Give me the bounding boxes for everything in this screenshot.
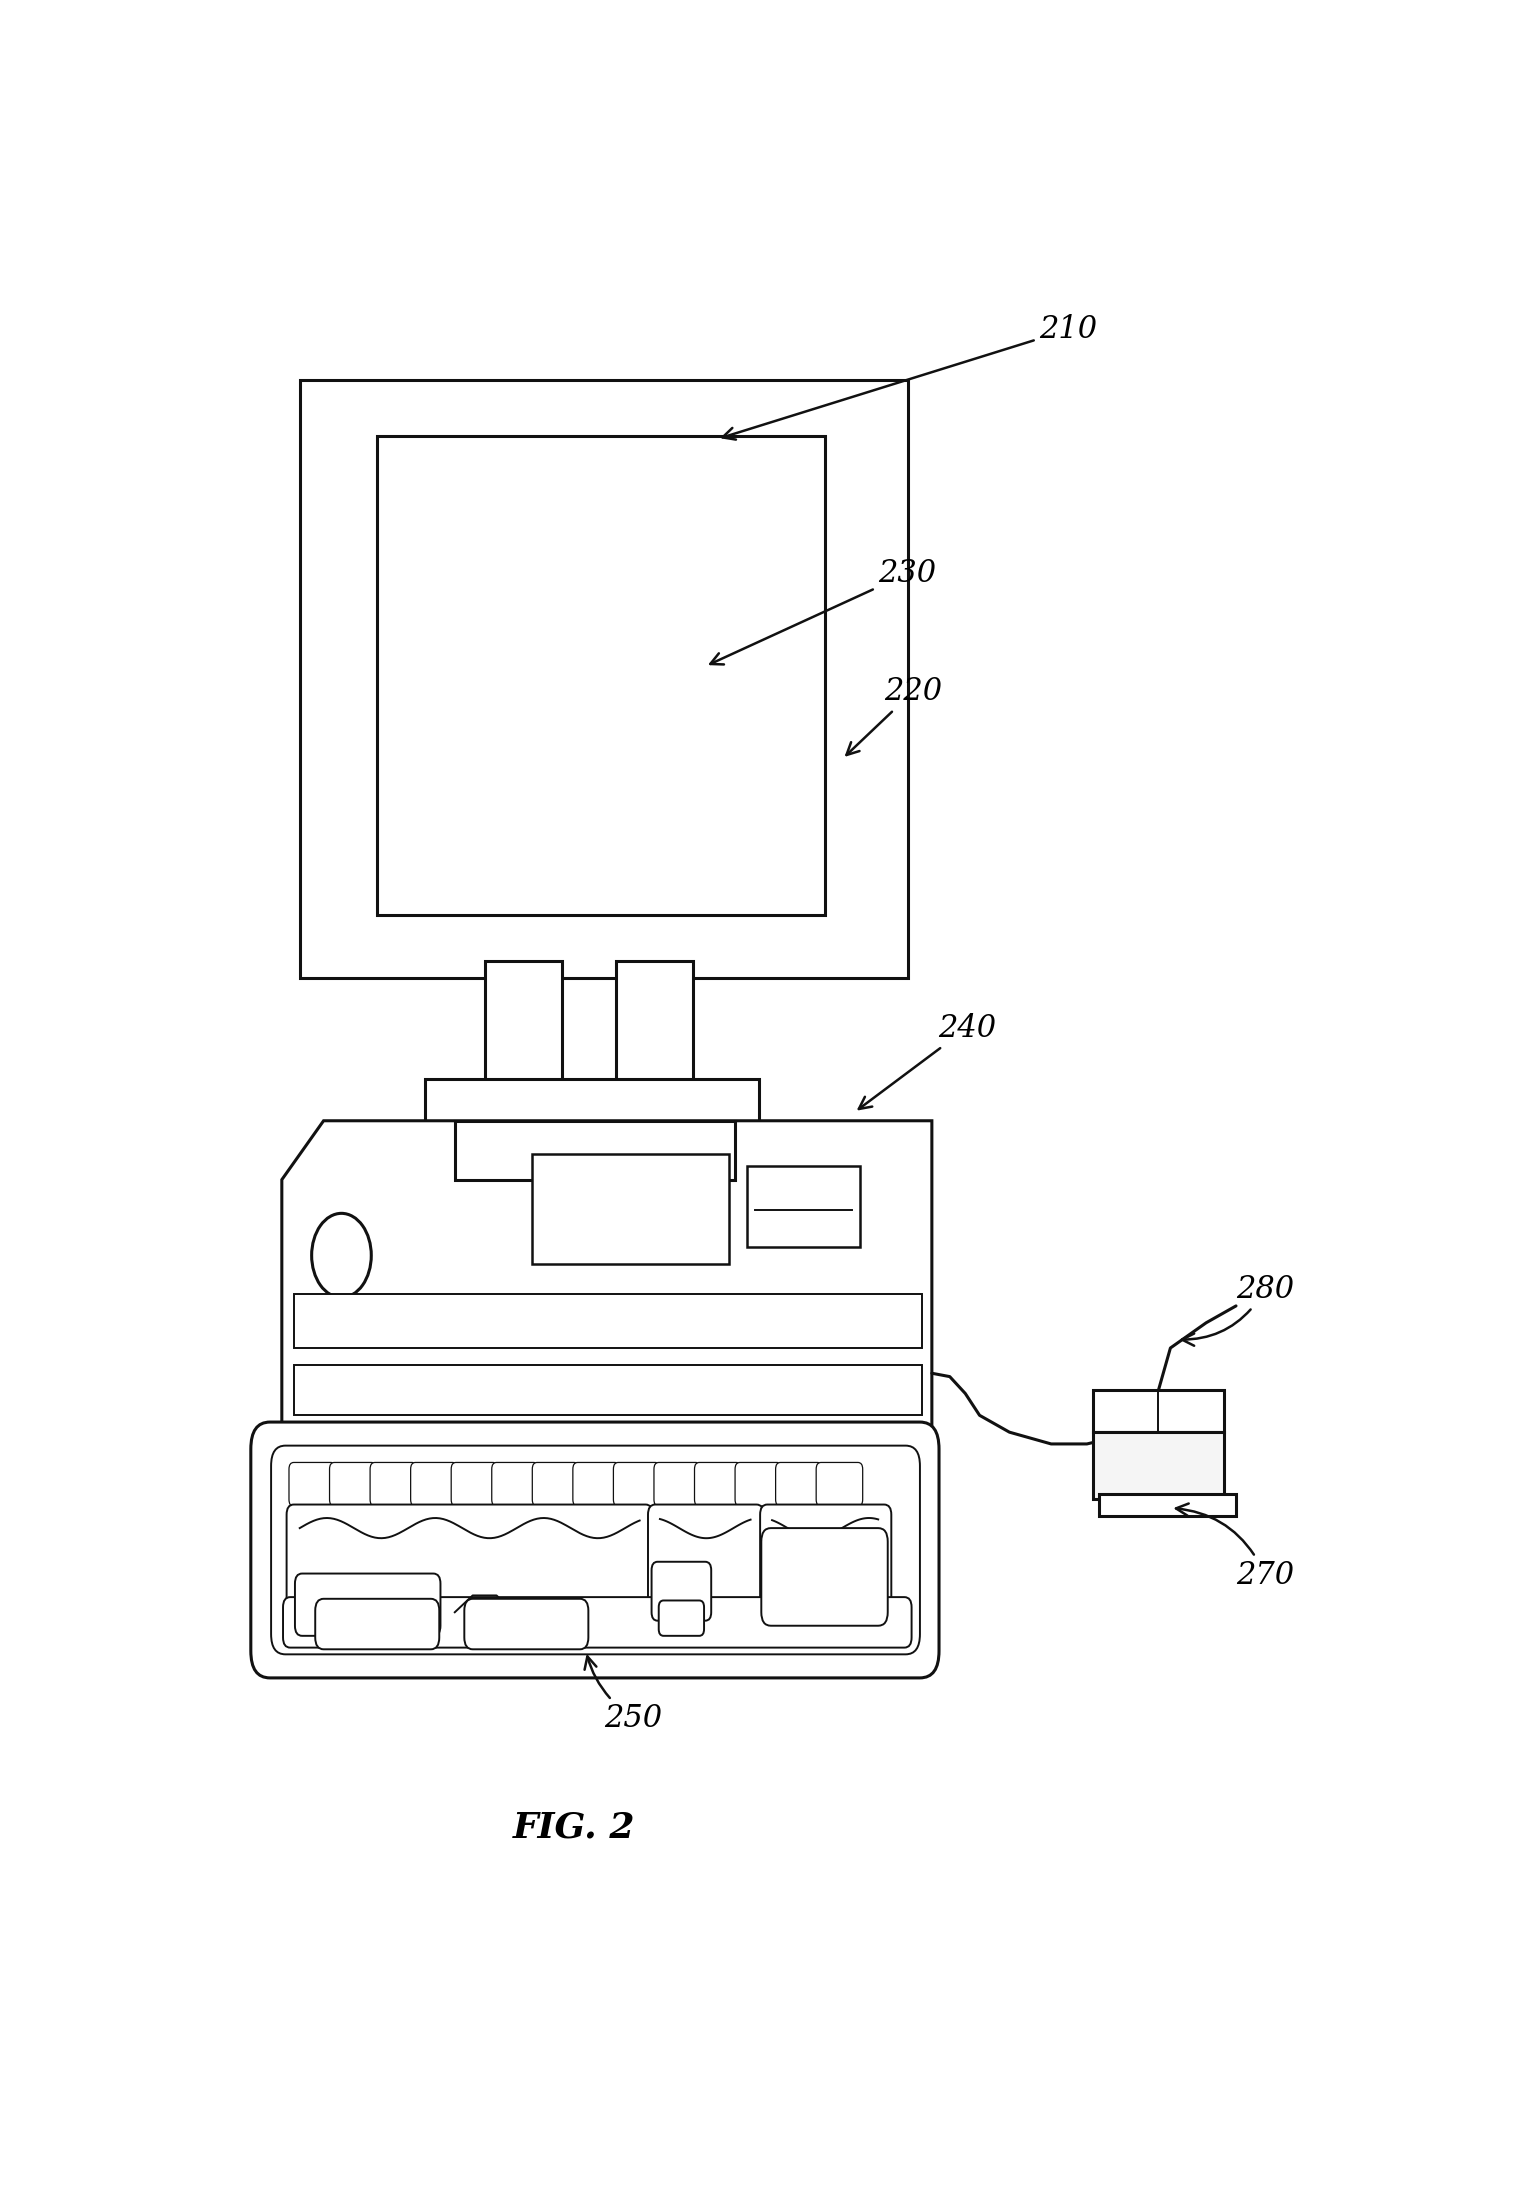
FancyBboxPatch shape — [651, 1561, 711, 1620]
Bar — [377, 435, 825, 916]
Bar — [532, 1154, 729, 1264]
Bar — [456, 1121, 736, 1180]
Bar — [485, 962, 562, 1086]
Bar — [300, 380, 908, 977]
FancyBboxPatch shape — [648, 1504, 763, 1622]
Text: FIG. 2: FIG. 2 — [512, 1810, 636, 1845]
FancyBboxPatch shape — [736, 1462, 782, 1506]
Polygon shape — [1093, 1390, 1224, 1432]
FancyBboxPatch shape — [654, 1462, 700, 1506]
Bar — [616, 962, 693, 1086]
FancyBboxPatch shape — [816, 1462, 863, 1506]
FancyBboxPatch shape — [289, 1462, 336, 1506]
FancyBboxPatch shape — [760, 1504, 891, 1622]
Polygon shape — [1093, 1432, 1224, 1500]
Text: 250: 250 — [585, 1657, 663, 1733]
FancyBboxPatch shape — [283, 1598, 911, 1648]
FancyBboxPatch shape — [451, 1462, 497, 1506]
Text: 230: 230 — [711, 557, 936, 665]
FancyBboxPatch shape — [271, 1445, 920, 1655]
FancyBboxPatch shape — [694, 1462, 742, 1506]
Bar — [425, 1078, 759, 1130]
FancyBboxPatch shape — [465, 1598, 588, 1648]
FancyBboxPatch shape — [315, 1598, 439, 1648]
FancyBboxPatch shape — [776, 1462, 822, 1506]
Bar — [746, 1165, 860, 1246]
FancyBboxPatch shape — [532, 1462, 579, 1506]
FancyBboxPatch shape — [251, 1423, 939, 1679]
Bar — [294, 1364, 922, 1414]
FancyBboxPatch shape — [614, 1462, 660, 1506]
FancyBboxPatch shape — [411, 1462, 457, 1506]
FancyBboxPatch shape — [286, 1504, 653, 1622]
Text: 210: 210 — [722, 315, 1097, 439]
FancyBboxPatch shape — [659, 1600, 703, 1635]
FancyBboxPatch shape — [492, 1462, 539, 1506]
FancyBboxPatch shape — [295, 1574, 440, 1635]
Text: 220: 220 — [846, 675, 942, 754]
Polygon shape — [282, 1121, 933, 1432]
Circle shape — [311, 1213, 371, 1298]
Polygon shape — [1099, 1495, 1236, 1517]
Text: 270: 270 — [1176, 1504, 1294, 1591]
FancyBboxPatch shape — [762, 1528, 888, 1626]
FancyBboxPatch shape — [573, 1462, 619, 1506]
Bar — [294, 1294, 922, 1349]
FancyBboxPatch shape — [369, 1462, 417, 1506]
FancyBboxPatch shape — [329, 1462, 376, 1506]
Text: 240: 240 — [859, 1012, 996, 1108]
Text: 280: 280 — [1182, 1274, 1294, 1347]
